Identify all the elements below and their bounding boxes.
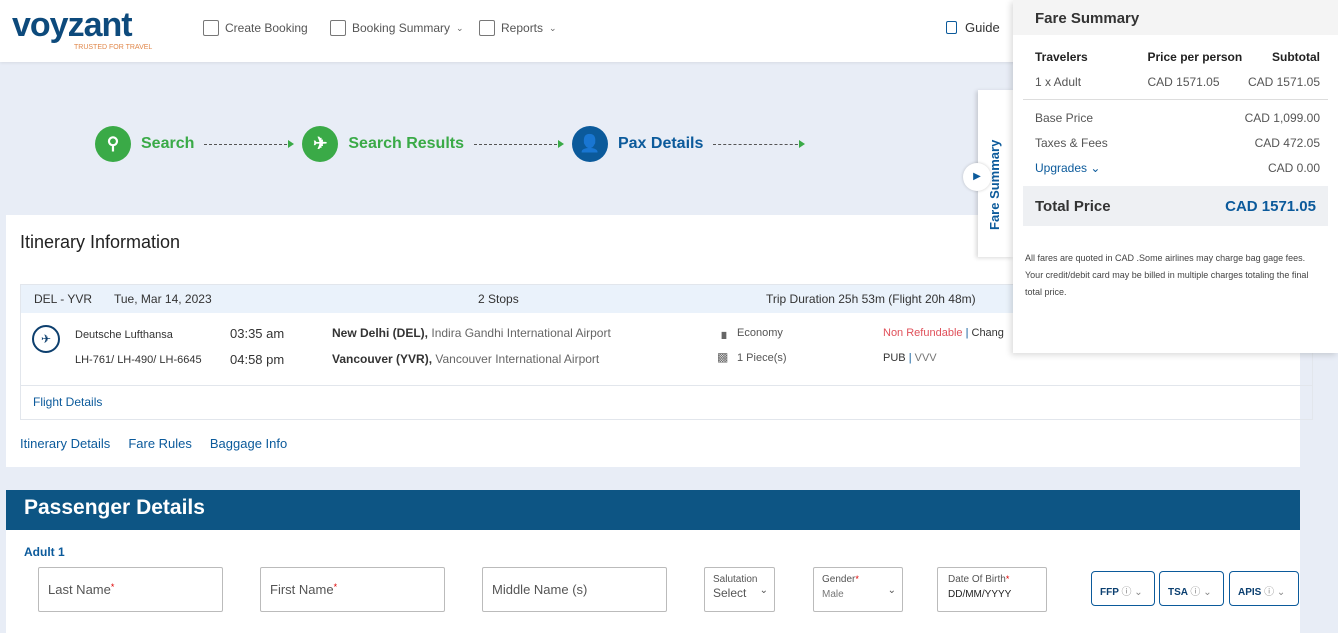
guide-link[interactable]: Guide	[946, 20, 1000, 35]
itinerary-title: Itinerary Information	[20, 232, 181, 252]
passenger-details-header: Passenger Details	[6, 490, 1300, 530]
plane-icon: ✈	[302, 126, 339, 162]
upgrades-toggle[interactable]: Upgrades ⌄	[1035, 161, 1101, 175]
last-name-input[interactable]: Last Name*	[38, 567, 223, 612]
progress-stepper: ⚲ Search ✈ Search Results 👤 Pax Details	[95, 126, 813, 162]
apis-button[interactable]: APIS ⓘ ⌄	[1229, 571, 1299, 606]
step-connector	[713, 139, 806, 148]
baggage-info-link[interactable]: Baggage Info	[209, 436, 288, 451]
reports-icon	[479, 20, 495, 36]
date-of-birth-input[interactable]: Date Of Birth* DD/MM/YYYY	[937, 567, 1047, 612]
nav-reports[interactable]: Reports ⌄	[479, 20, 557, 36]
gender-select[interactable]: Gender* Male ⌄	[813, 567, 903, 612]
chevron-down-icon: ⌄	[549, 22, 557, 33]
chevron-down-icon: ⌄	[456, 22, 464, 33]
tsa-button[interactable]: TSA ⓘ ⌄	[1159, 571, 1224, 606]
fare-summary-panel: Fare Summary Travelers Price per person Su…	[1013, 0, 1338, 353]
passenger-form: Adult 1 Last Name* First Name* Middle Na…	[6, 530, 1300, 633]
salutation-select[interactable]: Salutation Select ⌄	[704, 567, 775, 612]
create-booking-icon	[203, 20, 219, 36]
nav-booking-summary[interactable]: Booking Summary ⌄	[330, 20, 464, 36]
expand-arrow-icon[interactable]: ▶	[963, 163, 991, 191]
voyzant-logo[interactable]: voyzant TRUSTED FOR TRAVEL	[12, 6, 153, 51]
search-icon: ⚲	[95, 126, 131, 162]
baggage-icon: ▩	[717, 350, 729, 364]
fare-rules-link[interactable]: Fare Rules	[128, 436, 192, 451]
itinerary-details-link[interactable]: Itinerary Details	[20, 436, 111, 451]
fare-summary-tab[interactable]: ▶ Fare Summary	[963, 90, 1014, 257]
lufthansa-logo: ✈	[32, 325, 60, 353]
first-name-input[interactable]: First Name*	[260, 567, 445, 612]
ffp-button[interactable]: FFP ⓘ ⌄	[1091, 571, 1155, 606]
middle-name-input[interactable]: Middle Name (s)	[482, 567, 667, 612]
seat-icon: ▗	[717, 325, 727, 339]
nav-create-booking[interactable]: Create Booking	[203, 20, 308, 36]
flight-details-link[interactable]: Flight Details	[33, 395, 103, 409]
step-pax-details: 👤 Pax Details	[571, 126, 703, 162]
flight-segment: DEL - YVR Tue, Mar 14, 2023 2 Stops Trip…	[20, 284, 1313, 420]
guide-icon	[946, 21, 957, 34]
step-connector	[473, 139, 564, 148]
passenger-icon: 👤	[571, 126, 608, 162]
step-connector	[204, 139, 295, 148]
booking-summary-icon	[330, 20, 346, 36]
step-search: ⚲ Search	[95, 126, 194, 162]
step-search-results: ✈ Search Results	[302, 126, 464, 162]
